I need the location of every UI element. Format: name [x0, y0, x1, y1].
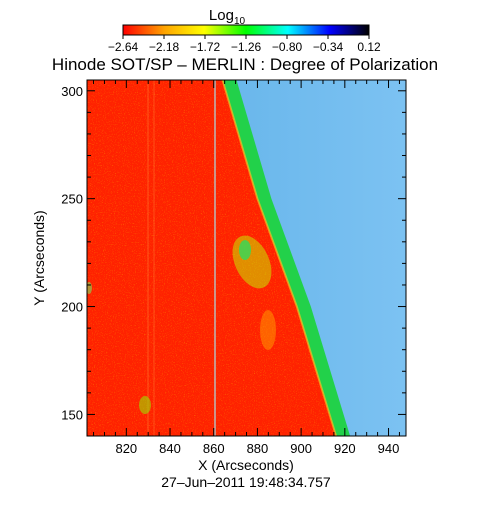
plage-patch [260, 310, 276, 350]
y-axis-label: Y (Arcseconds) [31, 210, 47, 305]
colorbar-tick-label: −0.80 [272, 40, 303, 54]
x-tick-label: 860 [203, 441, 225, 456]
y-tick-label: 300 [61, 84, 83, 99]
x-axis-label: X (Arcseconds) [198, 457, 294, 473]
y-axis: 150 200 250 300 [61, 84, 406, 437]
chart-title: Hinode SOT/SP – MERLIN : Degree of Polar… [52, 55, 438, 74]
plage-patch [239, 240, 251, 260]
colorbar [122, 24, 370, 36]
plage-patch [139, 396, 151, 414]
colorbar-tick-label: 0.12 [357, 40, 381, 54]
limb-bright-ridge [221, 80, 338, 436]
x-tick-label: 880 [247, 441, 269, 456]
colorbar-title: Log10 [209, 7, 246, 27]
y-tick-label: 250 [61, 192, 83, 207]
x-axis: 820 840 860 880 900 920 940 [93, 80, 400, 456]
x-tick-label: 920 [334, 441, 356, 456]
disk-texture [87, 80, 337, 436]
colorbar-tick-label: −1.26 [231, 40, 262, 54]
timestamp: 27–Jun–2011 19:48:34.757 [161, 474, 331, 490]
plot-area [87, 80, 406, 436]
colorbar-tick-label: −0.34 [313, 40, 344, 54]
x-tick-label: 940 [378, 441, 400, 456]
limb-band [222, 80, 351, 436]
colorbar-tick-label: −1.72 [190, 40, 221, 54]
x-tick-label: 820 [115, 441, 137, 456]
colorbar-tick-label: −2.64 [108, 40, 139, 54]
colorbar-tick-label: −2.18 [149, 40, 180, 54]
x-tick-label: 840 [159, 441, 181, 456]
x-tick-label: 900 [290, 441, 312, 456]
colorbar-ticks: −2.64 −2.18 −1.72 −1.26 −0.80 −0.34 0.12 [108, 35, 381, 54]
y-tick-label: 200 [61, 300, 83, 315]
y-tick-label: 150 [61, 407, 83, 422]
